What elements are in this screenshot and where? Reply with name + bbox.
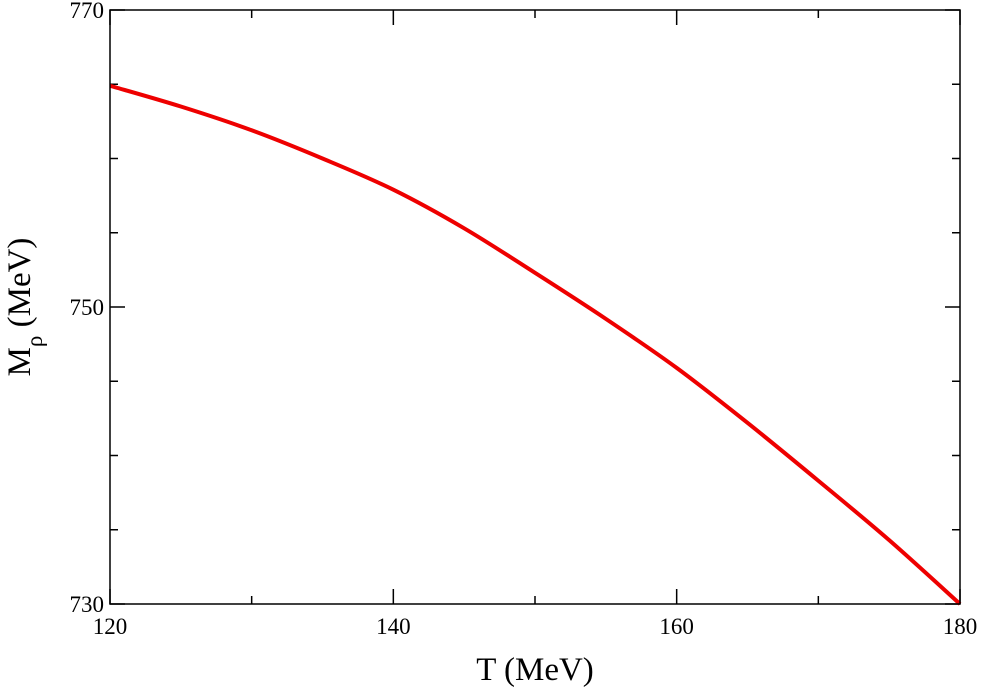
- series-line: [109, 83, 962, 606]
- tick-labels-layer: 120 140 160 180 730 750 770: [70, 0, 978, 639]
- y-axis-title-subscript: ρ: [22, 336, 47, 347]
- y-axis-title: Mρ (MeV): [2, 238, 47, 377]
- y-tick-label: 770: [70, 0, 105, 23]
- y-axis-title-unit: (MeV): [2, 238, 38, 336]
- x-axis-title: T (MeV): [476, 652, 594, 688]
- plot-frame: [109, 9, 961, 605]
- y-tick-label: 730: [70, 592, 105, 617]
- x-tick-label: 120: [93, 614, 128, 639]
- ticks-layer: [109, 9, 961, 605]
- x-tick-label: 160: [659, 614, 694, 639]
- y-tick-label: 750: [70, 295, 105, 320]
- x-tick-label: 180: [943, 614, 978, 639]
- x-tick-label: 140: [376, 614, 411, 639]
- y-axis-title-main: M: [2, 347, 38, 376]
- series-layer: [109, 83, 962, 606]
